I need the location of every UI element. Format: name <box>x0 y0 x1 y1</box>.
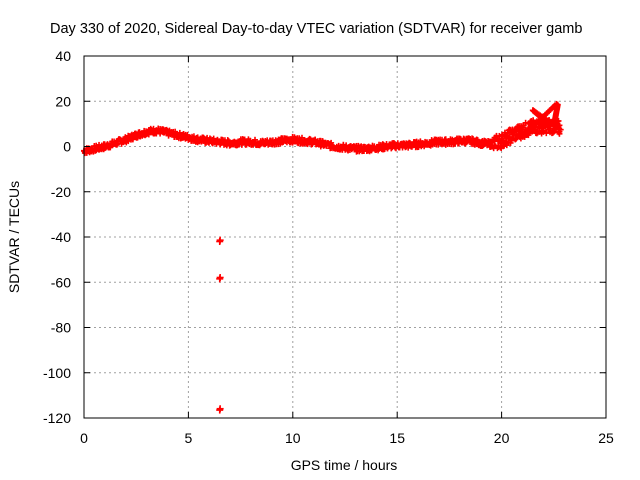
x-tick-label: 25 <box>598 430 614 446</box>
data-point <box>252 136 259 143</box>
data-points <box>81 100 564 414</box>
x-tick-label: 0 <box>80 430 88 446</box>
spike-point <box>553 100 560 107</box>
y-tick-label: 20 <box>55 93 71 109</box>
outlier-point <box>216 273 224 281</box>
y-tick-label: -20 <box>51 184 71 200</box>
data-point <box>543 130 550 137</box>
y-tick-label: -100 <box>43 365 71 381</box>
y-axis-title: SDTVAR / TECUs <box>6 181 22 293</box>
x-tick-label: 15 <box>389 430 405 446</box>
data-point <box>556 130 563 137</box>
y-tick-label: -40 <box>51 229 71 245</box>
chart-title: Day 330 of 2020, Sidereal Day-to-day VTE… <box>50 21 582 37</box>
outlier-point <box>216 405 224 413</box>
spike-point <box>557 126 564 133</box>
axis-ticks: 0 5 10 15 20 25 -120 -100 -80 -60 -40 -20 0 20 40 <box>43 48 614 446</box>
x-axis-title: GPS time / hours <box>291 457 398 473</box>
y-tick-label: 0 <box>63 139 71 155</box>
outlier-point <box>216 236 224 244</box>
x-tick-label: 5 <box>185 430 193 446</box>
y-tick-label: -120 <box>43 410 71 426</box>
data-point <box>539 127 546 134</box>
y-tick-label: -60 <box>51 274 71 290</box>
data-point <box>113 141 120 148</box>
y-tick-label: -80 <box>51 320 71 336</box>
y-tick-label: 40 <box>55 48 71 64</box>
x-tick-label: 20 <box>494 430 510 446</box>
grid-lines <box>84 56 606 418</box>
data-point <box>328 139 335 146</box>
x-tick-label: 10 <box>285 430 301 446</box>
